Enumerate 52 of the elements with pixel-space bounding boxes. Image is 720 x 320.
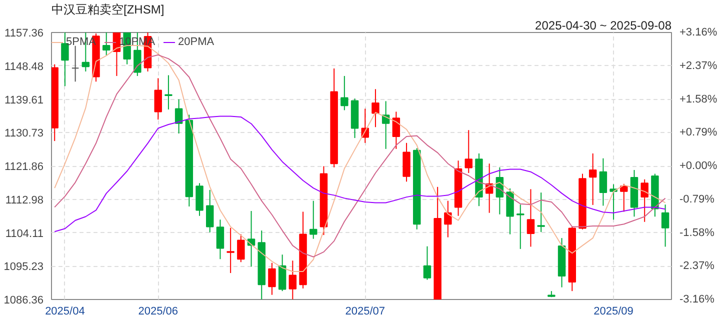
- chart-title: 中汉豆粕卖空[ZHSM]: [52, 2, 164, 16]
- y-tick-label: 1121.86: [4, 161, 44, 173]
- candlestick: [226, 227, 234, 274]
- y2-tick-label: -2.37%: [680, 260, 715, 272]
- y2-tick-label: -1.58%: [680, 226, 715, 239]
- candlestick: [464, 130, 472, 174]
- y-tick-label: 1104.11: [5, 228, 44, 240]
- candlestick: [164, 74, 172, 110]
- y2-tick-label: -3.16%: [680, 294, 715, 306]
- candlestick: [444, 200, 452, 238]
- candlestick: [610, 184, 618, 220]
- y2-tick-label: +3.16%: [680, 26, 718, 38]
- chart-subtitle: 2025-04-30 ~ 2025-09-08: [535, 18, 672, 32]
- y2-tick-label: -0.79%: [680, 193, 715, 206]
- x-tick-label: 2025/09: [594, 306, 634, 318]
- candlestick: [206, 189, 214, 233]
- y-tick-label: 1095.23: [4, 261, 44, 274]
- candlestick: [392, 111, 400, 150]
- candlestick: [278, 254, 286, 292]
- x-tick-label: 2025/07: [345, 306, 386, 318]
- candlestick: [154, 78, 162, 120]
- y-tick-label: 1086.36: [4, 294, 44, 306]
- candlestick: [71, 45, 80, 82]
- candlestick: [288, 260, 297, 300]
- candlestick: [661, 204, 670, 248]
- candlestick: [640, 178, 648, 222]
- candlestick: [310, 200, 318, 240]
- y2-tick-label: +1.58%: [680, 93, 718, 106]
- candlestick: [620, 183, 628, 212]
- candlestick: [174, 98, 183, 134]
- candlestick: [237, 234, 245, 263]
- candlestick: [268, 262, 276, 296]
- y-tick-label: 1139.61: [4, 94, 44, 106]
- y2-tick-label: +2.37%: [680, 60, 718, 72]
- y-tick-label: 1148.48: [4, 60, 44, 73]
- candlestick: [588, 152, 597, 206]
- x-tick-label: 2025/04: [45, 306, 85, 318]
- candlestick: [102, 32, 110, 56]
- legend-label: 20PMA: [178, 36, 214, 48]
- y2-tick-label: +0.00%: [680, 160, 718, 172]
- y-tick-label: 1157.36: [4, 28, 44, 40]
- candlestick: [372, 88, 380, 128]
- candlestick: [537, 192, 545, 233]
- y2-tick-label: +0.79%: [680, 126, 718, 139]
- candlestick: [216, 219, 224, 260]
- x-tick-label: 2025/06: [138, 306, 178, 318]
- y-tick-label: 1112.98: [5, 194, 44, 206]
- y-tick-label: 1130.73: [4, 128, 44, 140]
- candlestick: [340, 75, 348, 111]
- candlestick: [599, 158, 608, 206]
- candlestick: [423, 246, 432, 280]
- candlestick: [526, 188, 535, 248]
